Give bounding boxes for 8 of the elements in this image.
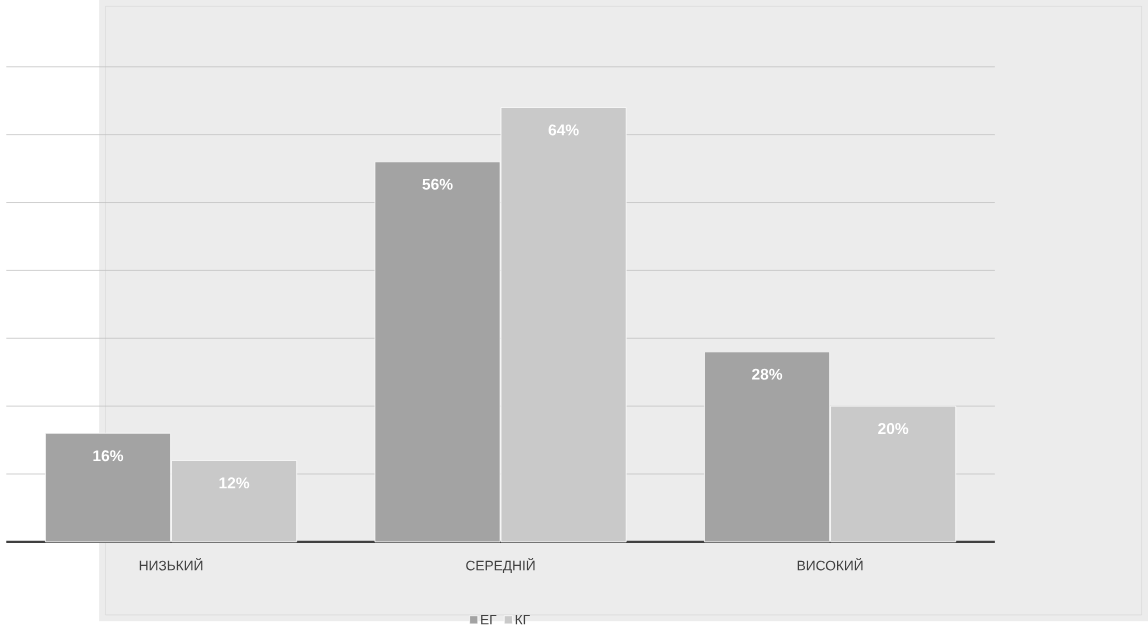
- data-label: 16%: [93, 450, 124, 462]
- x-tick-label: ВИСОКИЙ: [797, 557, 863, 571]
- legend-label: КГ: [515, 614, 530, 625]
- x-tick-label: НИЗЬКИЙ: [139, 557, 203, 571]
- legend-label: ЕГ: [481, 614, 497, 625]
- data-label: 56%: [422, 178, 453, 190]
- x-tick-label: СЕРЕДНІЙ: [466, 557, 535, 573]
- data-label: 28%: [752, 368, 783, 380]
